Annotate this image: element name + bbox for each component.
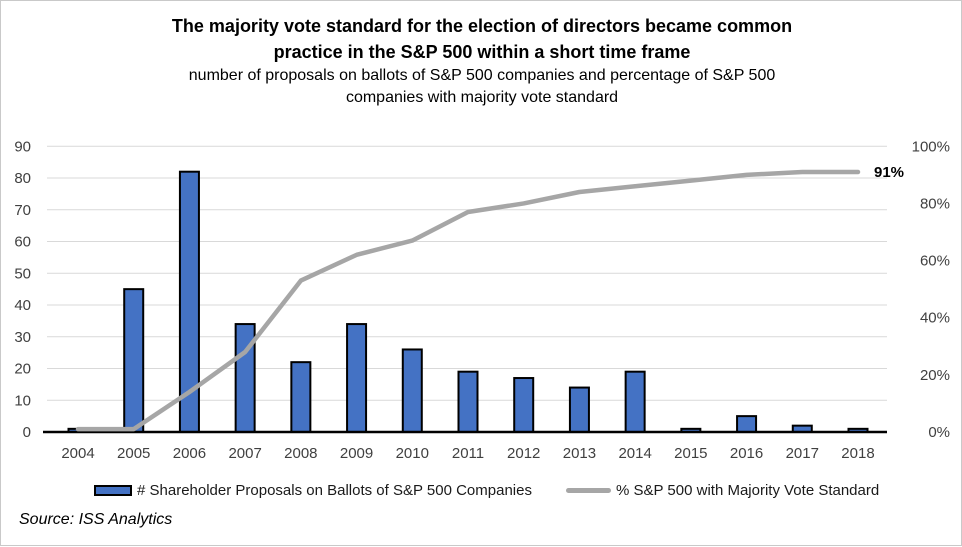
bar-2009 — [346, 323, 368, 433]
line-series-swatch — [566, 488, 611, 493]
line-end-data-label: 91% — [874, 164, 904, 181]
right-axis-tick: 20% — [920, 367, 950, 384]
bar-2012 — [513, 377, 535, 434]
left-axis-tick: 10 — [14, 392, 31, 409]
right-axis-tick: 80% — [920, 195, 950, 212]
x-axis-tick: 2014 — [618, 445, 651, 462]
left-axis-tick: 60 — [14, 234, 31, 251]
chart-title-line-2: practice in the S&P 500 within a short t… — [273, 42, 691, 62]
x-axis-tick: 2013 — [563, 445, 596, 462]
right-axis-tick: 60% — [920, 253, 950, 270]
x-axis-tick: 2009 — [340, 445, 373, 462]
left-axis-tick: 90 — [14, 138, 31, 155]
percent-line — [75, 169, 861, 432]
chart-subtitle-line-2: companies with majority vote standard — [345, 89, 619, 106]
line-series-label: % S&P 500 with Majority Vote Standard — [616, 482, 880, 499]
chart-subtitle-line-1: number of proposals on ballots of S&P 50… — [188, 67, 776, 84]
x-axis-tick: 2007 — [228, 445, 261, 462]
x-axis-tick: 2004 — [61, 445, 94, 462]
legend-item-bars: # Shareholder Proposals on Ballots of S&… — [94, 482, 532, 499]
x-axis-tick: 2010 — [396, 445, 429, 462]
bar-2008 — [290, 361, 312, 434]
x-axis-tick: 2018 — [841, 445, 874, 462]
left-axis-tick: 70 — [14, 202, 31, 219]
x-axis-tick: 2015 — [674, 445, 707, 462]
chart-header: The majority vote standard for the elect… — [1, 13, 962, 109]
x-axis-tick: 2011 — [452, 445, 484, 462]
bar-2010 — [401, 348, 423, 433]
bar-2011 — [457, 370, 479, 433]
left-axis-tick: 0 — [23, 424, 31, 441]
source-note: Source: ISS Analytics — [19, 511, 173, 528]
left-axis-tick: 80 — [14, 170, 31, 187]
right-axis-tick: 100% — [912, 138, 950, 155]
x-axis-tick: 2006 — [173, 445, 206, 462]
x-axis-tick: 2005 — [117, 445, 150, 462]
bar-2005 — [123, 288, 145, 433]
left-axis-tick: 20 — [14, 361, 31, 378]
x-axis-tick: 2012 — [507, 445, 540, 462]
left-axis-tick: 40 — [14, 297, 31, 314]
chart-title-line-1: The majority vote standard for the elect… — [171, 16, 793, 36]
x-axis-tick: 2008 — [284, 445, 317, 462]
right-axis-tick: 40% — [920, 310, 950, 327]
right-axis-tick: 0% — [928, 424, 950, 441]
x-axis-tick: 2016 — [730, 445, 763, 462]
x-axis-tick: 2017 — [786, 445, 819, 462]
bar-series-swatch — [94, 485, 132, 496]
legend-item-line: % S&P 500 with Majority Vote Standard — [566, 482, 879, 499]
left-axis-tick: 30 — [14, 329, 31, 346]
bar-2014 — [624, 370, 646, 433]
bar-2013 — [568, 386, 590, 433]
bar-series-label: # Shareholder Proposals on Ballots of S&… — [137, 482, 532, 499]
chart-legend: # Shareholder Proposals on Ballots of S&… — [1, 482, 962, 502]
bar-2016 — [736, 415, 758, 433]
left-axis-tick: 50 — [14, 265, 31, 282]
